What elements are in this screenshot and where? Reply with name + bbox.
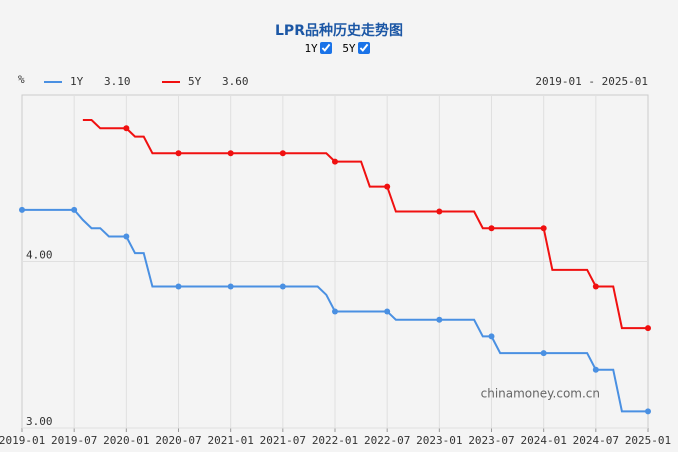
point xyxy=(645,325,651,332)
x-tick-label: 2023-07 xyxy=(468,434,514,447)
point xyxy=(175,150,182,157)
legend-value: 3.10 xyxy=(104,75,131,88)
point xyxy=(227,150,234,157)
point xyxy=(332,158,338,165)
x-tick-label: 2019-07 xyxy=(51,434,97,447)
x-tick-label: 2024-07 xyxy=(573,434,619,447)
checkbox[interactable] xyxy=(319,42,332,54)
point xyxy=(332,308,338,315)
point xyxy=(71,206,78,213)
header: LPR品种历史走势图 1Y 5Y xyxy=(0,20,678,55)
point xyxy=(540,225,547,232)
point xyxy=(279,150,286,157)
date-range: 2019-01 - 2025-01 xyxy=(535,75,648,88)
point xyxy=(175,283,182,290)
x-tick-label: 2020-01 xyxy=(103,434,149,447)
watermark: chinamoney.com.cn xyxy=(481,387,600,401)
toggle-label: 1Y xyxy=(304,42,318,55)
toggle-5y[interactable]: 5Y xyxy=(342,42,373,55)
x-tick-label: 2024-01 xyxy=(520,434,566,447)
x-tick-label: 2022-07 xyxy=(364,434,410,447)
point xyxy=(123,125,130,132)
point xyxy=(592,283,599,290)
x-tick-label: 2022-01 xyxy=(312,434,358,447)
point xyxy=(384,308,391,315)
legend-label: 1Y xyxy=(70,75,84,88)
series-line xyxy=(82,118,648,330)
y-tick-label: 3.00 xyxy=(26,415,53,428)
point xyxy=(123,233,130,240)
point xyxy=(645,408,651,415)
x-tick-label: 2025-01 xyxy=(625,434,671,447)
toggle-1y[interactable]: 1Y xyxy=(304,42,335,55)
x-tick-label: 2023-01 xyxy=(416,434,462,447)
chart-title: LPR品种历史走势图 xyxy=(275,23,403,39)
unit-label: % xyxy=(18,73,25,86)
point xyxy=(592,366,599,373)
toggles: 1Y 5Y xyxy=(0,42,678,55)
y-tick-label: 4.00 xyxy=(26,249,53,262)
point xyxy=(488,225,495,232)
point xyxy=(540,350,547,357)
x-tick-label: 2021-07 xyxy=(260,434,306,447)
point xyxy=(279,283,286,290)
legend-label: 5Y xyxy=(188,75,202,88)
x-tick-label: 2020-07 xyxy=(155,434,201,447)
point xyxy=(384,183,391,190)
point xyxy=(488,333,495,340)
x-tick-label: 2021-01 xyxy=(207,434,253,447)
point xyxy=(227,283,234,290)
point xyxy=(436,208,443,215)
legend-value: 3.60 xyxy=(222,75,249,88)
point xyxy=(436,316,443,323)
x-tick-label: 2019-01 xyxy=(0,434,45,447)
checkbox[interactable] xyxy=(357,42,370,54)
toggle-label: 5Y xyxy=(342,42,356,55)
point xyxy=(19,206,25,213)
